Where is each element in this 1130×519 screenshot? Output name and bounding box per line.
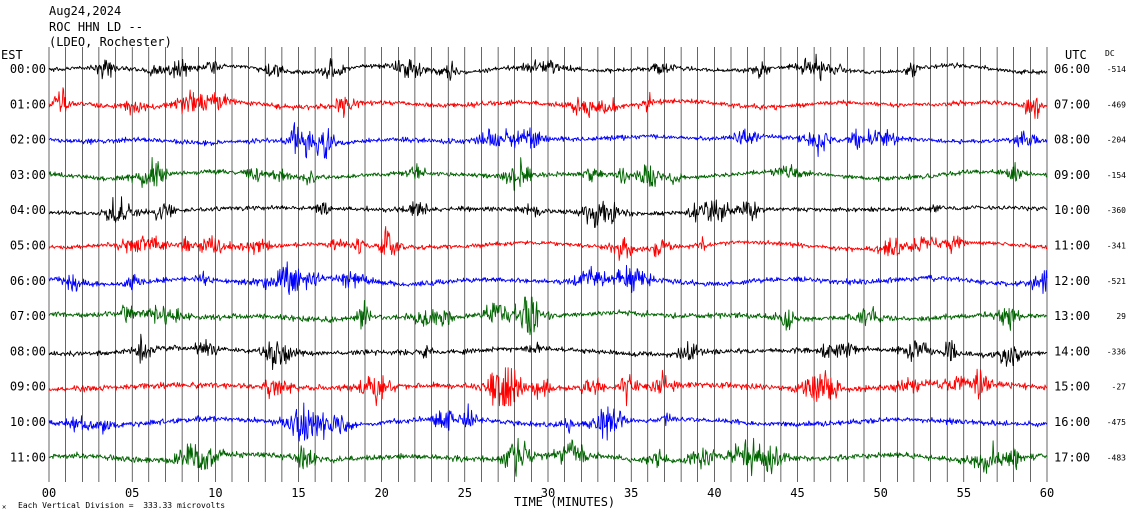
utc-hour-label: 11:00 [1054, 239, 1090, 253]
utc-hour-label: 15:00 [1054, 380, 1090, 394]
x-tick-label: 05 [125, 486, 139, 500]
utc-hour-label: 12:00 [1054, 274, 1090, 288]
dc-offset-value: -336 [1107, 347, 1126, 356]
est-hour-label: 01:00 [10, 97, 46, 111]
x-tick-label: 60 [1040, 486, 1054, 500]
seismic-trace-0600 [48, 261, 1048, 296]
est-hour-label: 11:00 [10, 450, 46, 464]
corner-mark: ✕ [2, 503, 7, 511]
seismic-trace-0100 [48, 87, 1048, 119]
label-layer: 00 05 10 15 20 25 30 35 40 45 50 55 60 00:00 06:00 -514… [10, 62, 1126, 500]
dc-offset-value: -154 [1107, 171, 1126, 180]
seismic-trace-0700 [48, 296, 1048, 336]
est-hour-label: 10:00 [10, 415, 46, 429]
est-hour-label: 02:00 [10, 133, 46, 147]
utc-hour-label: 14:00 [1054, 344, 1090, 358]
dc-offset-value: -514 [1107, 65, 1126, 74]
seismic-trace-0400 [49, 196, 1048, 228]
dc-offset-value: -483 [1107, 453, 1126, 462]
seismic-trace-0000 [48, 53, 1048, 82]
utc-hour-label: 07:00 [1054, 97, 1090, 111]
est-hour-label: 04:00 [10, 203, 46, 217]
utc-hour-label: 17:00 [1054, 450, 1090, 464]
seismic-trace-0800 [48, 333, 1048, 371]
x-tick-label: 30 [541, 486, 555, 500]
x-tick-label: 50 [873, 486, 887, 500]
x-axis-label: TIME (MINUTES) [514, 495, 616, 509]
utc-hour-label: 09:00 [1054, 168, 1090, 182]
dc-offset-value: -521 [1107, 277, 1126, 286]
est-hour-label: 09:00 [10, 380, 46, 394]
grid-layer [48, 47, 1048, 482]
dc-offset-value: 29 [1116, 312, 1126, 321]
seismic-trace-1100 [48, 437, 1048, 477]
x-tick-label: 55 [957, 486, 971, 500]
vertical-division-note: Each Vertical Division = 333.33 microvol… [18, 501, 226, 510]
utc-hour-label: 13:00 [1054, 309, 1090, 323]
dc-offset-value: -27 [1112, 383, 1127, 392]
seismic-trace-0900 [48, 367, 1048, 407]
utc-hour-label: 06:00 [1054, 62, 1090, 76]
utc-hour-label: 16:00 [1054, 415, 1090, 429]
trace-layer [48, 53, 1048, 477]
est-hour-label: 05:00 [10, 239, 46, 253]
x-tick-label: 40 [707, 486, 721, 500]
x-tick-label: 10 [208, 486, 222, 500]
x-tick-label: 20 [374, 486, 388, 500]
data-source: (LDEO, Rochester) [49, 35, 172, 49]
x-tick-label: 35 [624, 486, 638, 500]
seismic-trace-0500 [48, 226, 1048, 261]
seismic-trace-0200 [48, 122, 1048, 160]
est-hour-label: 00:00 [10, 62, 46, 76]
dc-offset-value: -204 [1107, 136, 1126, 145]
dc-offset-value: -341 [1107, 242, 1126, 251]
seismic-trace-1000 [48, 402, 1048, 442]
est-hour-label: 08:00 [10, 344, 46, 358]
utc-hour-label: 10:00 [1054, 203, 1090, 217]
dc-offset-value: -360 [1107, 206, 1126, 215]
seismic-trace-0300 [48, 156, 1048, 191]
dc-offset-value: -475 [1107, 418, 1126, 427]
right-timezone-label: UTC [1065, 48, 1087, 62]
est-hour-label: 03:00 [10, 168, 46, 182]
x-tick-label: 00 [42, 486, 56, 500]
station-id: ROC HHN LD -- [49, 20, 143, 34]
left-timezone-label: EST [1, 48, 23, 62]
x-tick-label: 15 [291, 486, 305, 500]
x-tick-label: 25 [458, 486, 472, 500]
utc-hour-label: 08:00 [1054, 133, 1090, 147]
dc-offset-header: DC [1105, 49, 1115, 58]
dc-offset-value: -469 [1107, 100, 1126, 109]
est-hour-label: 06:00 [10, 274, 46, 288]
est-hour-label: 07:00 [10, 309, 46, 323]
record-date: Aug24,2024 [49, 4, 122, 18]
x-tick-label: 45 [790, 486, 804, 500]
